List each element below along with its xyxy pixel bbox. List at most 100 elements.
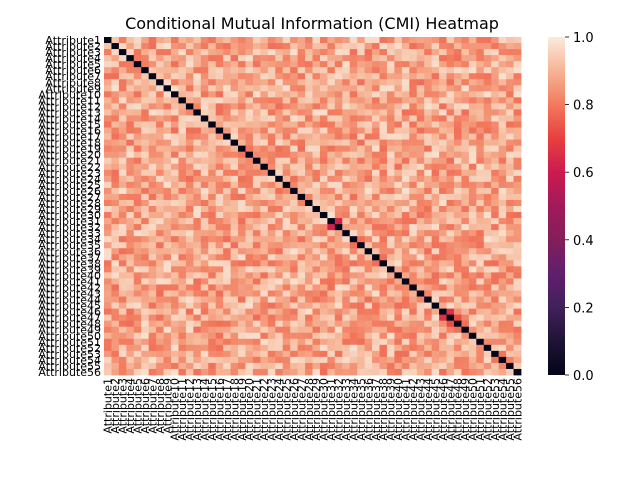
heatmap-cell — [275, 284, 284, 291]
heatmap-cell — [193, 242, 202, 249]
heatmap-cell — [476, 91, 485, 98]
heatmap-cell — [319, 248, 328, 255]
heatmap-cell — [305, 338, 313, 346]
heatmap-cell — [327, 296, 336, 303]
heatmap-cell — [506, 266, 514, 273]
heatmap-cell — [200, 260, 209, 267]
heatmap-cell — [208, 175, 217, 183]
heatmap-cell — [327, 272, 336, 279]
heatmap-cell — [141, 139, 150, 147]
heatmap-cell — [208, 230, 217, 237]
heatmap-cell — [133, 145, 142, 153]
heatmap-cell — [364, 284, 373, 291]
heatmap-cell — [238, 344, 246, 352]
heatmap-cell — [506, 236, 514, 243]
heatmap-cell — [416, 97, 425, 104]
heatmap-cell — [394, 61, 403, 68]
heatmap-cell — [260, 236, 269, 243]
heatmap-cell — [431, 356, 440, 364]
heatmap-cell — [491, 320, 500, 328]
heatmap-cell — [282, 121, 291, 128]
heatmap-cell — [275, 61, 284, 68]
heatmap-cell — [431, 266, 440, 273]
heatmap-cell — [386, 109, 395, 116]
heatmap-cell — [357, 350, 366, 358]
heatmap-cell — [446, 212, 455, 219]
heatmap-cell — [104, 175, 112, 183]
heatmap-cell — [506, 206, 514, 213]
heatmap-cell — [126, 55, 135, 62]
heatmap-cell — [200, 37, 209, 44]
heatmap-cell — [290, 230, 299, 237]
heatmap-cell — [498, 199, 507, 207]
heatmap-cell — [193, 302, 202, 310]
heatmap-cell — [468, 91, 477, 98]
x-tick-label: Attribute48 — [452, 378, 465, 441]
heatmap-cell — [364, 326, 373, 334]
heatmap-cell — [491, 254, 500, 261]
heatmap-cell — [148, 85, 157, 92]
heatmap-cell — [446, 254, 455, 261]
heatmap-cell — [319, 193, 328, 201]
heatmap-cell — [327, 121, 336, 128]
heatmap-cell — [290, 356, 299, 364]
heatmap-cell — [193, 308, 202, 316]
heatmap-cell — [126, 187, 135, 195]
heatmap-cell — [357, 67, 366, 74]
heatmap-cell — [156, 79, 164, 86]
heatmap-cell — [416, 224, 425, 231]
heatmap-cell — [178, 290, 187, 297]
heatmap-cell — [185, 314, 194, 322]
heatmap-cell — [156, 151, 164, 159]
heatmap-cell — [446, 272, 455, 279]
heatmap-cell — [431, 139, 440, 147]
heatmap-cell — [208, 121, 217, 128]
heatmap-cell — [461, 296, 470, 303]
heatmap-cell — [312, 218, 321, 225]
heatmap-cell — [305, 308, 313, 316]
heatmap-cell — [416, 350, 425, 358]
heatmap-cell — [468, 284, 477, 291]
heatmap-cell — [498, 278, 507, 285]
heatmap-cell — [141, 308, 150, 316]
heatmap-cell — [401, 218, 410, 225]
heatmap-cell — [342, 175, 351, 183]
heatmap-cell — [342, 37, 351, 44]
heatmap-cell — [208, 43, 217, 50]
heatmap-cell — [252, 199, 261, 207]
heatmap-cell — [446, 169, 455, 177]
heatmap-cell — [126, 266, 135, 273]
heatmap-cell — [238, 218, 246, 225]
heatmap-cell — [185, 236, 194, 243]
heatmap-cell — [148, 254, 157, 261]
heatmap-cell — [305, 368, 313, 376]
heatmap-cell — [372, 260, 380, 267]
heatmap-cell — [506, 362, 514, 370]
heatmap-cell — [171, 338, 179, 346]
heatmap-cell — [312, 248, 321, 255]
heatmap-cell — [290, 362, 299, 370]
heatmap-cell — [230, 314, 239, 322]
heatmap-cell — [416, 193, 425, 201]
heatmap-cell — [148, 278, 157, 285]
heatmap-cell — [118, 85, 127, 92]
heatmap-cell — [305, 332, 313, 340]
heatmap-cell — [305, 230, 313, 237]
heatmap-cell — [372, 145, 380, 153]
heatmap-cell — [178, 212, 187, 219]
heatmap-cell — [349, 326, 358, 334]
heatmap-cell — [111, 320, 120, 328]
heatmap-cell — [334, 55, 343, 62]
heatmap-cell — [208, 290, 217, 297]
heatmap-cell — [506, 151, 514, 159]
heatmap-cell — [431, 193, 440, 201]
heatmap-cell — [163, 157, 172, 165]
heatmap-cell — [424, 91, 433, 98]
heatmap-cell — [267, 109, 276, 116]
heatmap-cell — [260, 224, 269, 231]
y-tick-label: Attribute15 — [38, 119, 101, 132]
heatmap-cell — [468, 61, 477, 68]
heatmap-cell — [513, 242, 522, 249]
heatmap-cell — [498, 163, 507, 171]
heatmap-cell — [133, 212, 142, 219]
